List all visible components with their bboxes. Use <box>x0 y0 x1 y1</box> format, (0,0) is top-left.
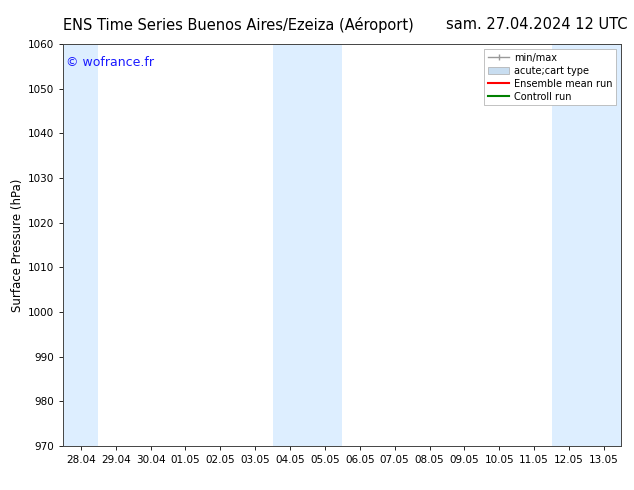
Bar <box>552 44 621 446</box>
Text: © wofrance.fr: © wofrance.fr <box>66 56 154 69</box>
Text: ENS Time Series Buenos Aires/Ezeiza (Aéroport): ENS Time Series Buenos Aires/Ezeiza (Aér… <box>63 17 414 33</box>
Bar <box>63 44 98 446</box>
Legend: min/max, acute;cart type, Ensemble mean run, Controll run: min/max, acute;cart type, Ensemble mean … <box>484 49 616 105</box>
Text: sam. 27.04.2024 12 UTC: sam. 27.04.2024 12 UTC <box>446 17 628 32</box>
Y-axis label: Surface Pressure (hPa): Surface Pressure (hPa) <box>11 178 24 312</box>
Bar <box>273 44 342 446</box>
